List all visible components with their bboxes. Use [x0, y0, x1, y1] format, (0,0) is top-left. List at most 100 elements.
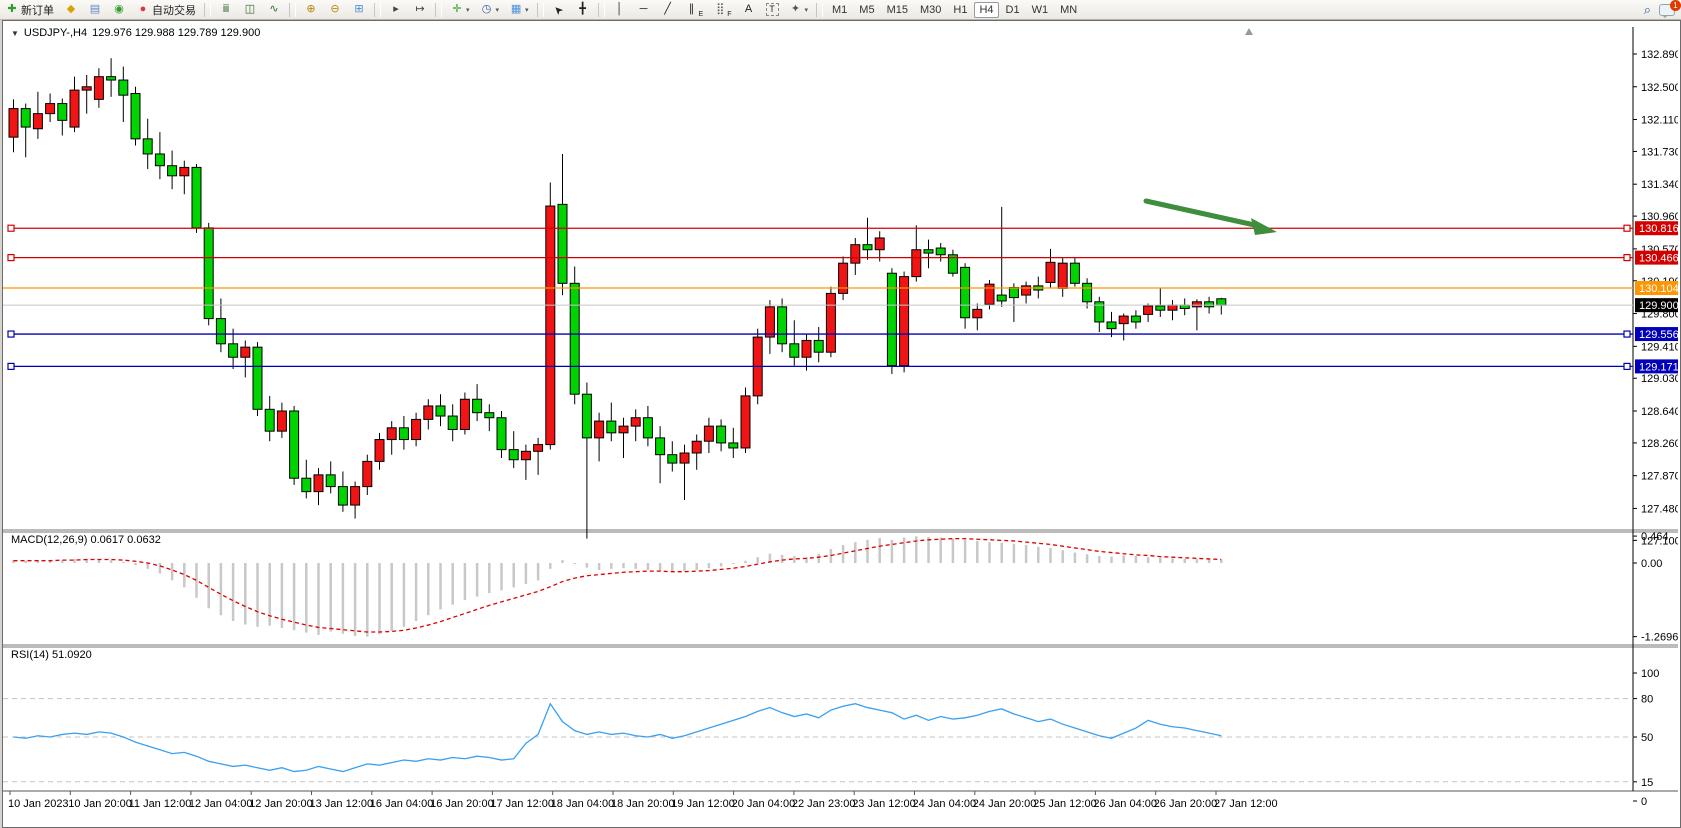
tf-m5[interactable]: M5 [859, 3, 875, 16]
zoom-out-button[interactable]: ⊖ [324, 0, 346, 19]
autotrading-icon: ● [139, 3, 147, 15]
trendline-icon: ╱ [664, 3, 671, 15]
svg-text:130.466: 130.466 [1639, 253, 1678, 265]
svg-text:16 Jan 20:00: 16 Jan 20:00 [430, 798, 494, 810]
svg-text:130.960: 130.960 [1641, 211, 1678, 223]
templates-button[interactable]: ▦ ▾ [505, 0, 533, 19]
chart-shift-button[interactable]: ↦ [409, 0, 431, 19]
crosshair-button[interactable]: ╋ [572, 0, 594, 19]
candlestick-chart-button[interactable]: ◫ [239, 0, 261, 19]
svg-text:-1.2696: -1.2696 [1641, 632, 1678, 644]
chevron-down-icon[interactable]: ▾ [495, 6, 500, 14]
new-order-button[interactable]: ✚ 新订单 [1, 0, 58, 19]
tile-windows-button[interactable]: ⊞ [348, 0, 370, 19]
svg-text:128.640: 128.640 [1641, 406, 1678, 418]
svg-text:20 Jan 04:00: 20 Jan 04:00 [732, 798, 796, 810]
svg-text:100: 100 [1641, 668, 1659, 680]
horizontal-line-button[interactable]: ─ [633, 0, 655, 19]
zoom-in-button[interactable]: ⊕ [300, 0, 322, 19]
auto-scroll-button[interactable]: ▸ [385, 0, 407, 19]
hline-129.556[interactable] [7, 330, 1633, 338]
indicators-icon: ✛ [452, 3, 462, 15]
cursor-button[interactable]: ➤ [548, 0, 570, 19]
hline-130.466[interactable] [7, 254, 1633, 262]
text-icon: A [744, 3, 753, 15]
text-label-button[interactable]: T [762, 0, 783, 19]
autotrading-button[interactable]: ● 自动交易 [132, 0, 200, 19]
chevron-down-icon[interactable]: ▾ [804, 6, 809, 14]
svg-text:128.260: 128.260 [1641, 438, 1678, 450]
hline-130.816[interactable] [7, 224, 1633, 232]
svg-text:16 Jan 04:00: 16 Jan 04:00 [370, 798, 434, 810]
notifications-icon-tail [1662, 14, 1668, 18]
metaeditor-button[interactable]: ◆ [60, 0, 82, 19]
strategy-tester-button[interactable]: ◉ [108, 0, 130, 19]
fibonacci-icon: ⣿ [716, 3, 725, 15]
vertical-line-button[interactable]: │ [609, 0, 631, 19]
trend-arrow-annotation[interactable] [1143, 198, 1277, 235]
trendline-button[interactable]: ╱ [657, 0, 679, 19]
chart-shift-marker[interactable] [1245, 28, 1253, 35]
toolbar-separator [536, 2, 544, 17]
line-chart-button[interactable]: ∿ [263, 0, 285, 19]
arrows-button[interactable]: ✦ ▾ [785, 0, 813, 19]
terminal-button[interactable]: ▤ [84, 0, 106, 19]
zoom-out-icon: ⊖ [330, 3, 340, 15]
toolbar-separator [374, 2, 381, 17]
symbol-collapse-icon[interactable]: ▼ [11, 28, 19, 38]
chevron-down-icon[interactable]: ▾ [525, 6, 529, 14]
tf-h1[interactable]: H1 [953, 3, 968, 16]
gold-bars-icon: ◆ [66, 3, 76, 15]
svg-text:129.030: 129.030 [1641, 373, 1678, 385]
svg-text:26 Jan 20:00: 26 Jan 20:00 [1154, 798, 1218, 810]
tf-mn[interactable]: MN [1060, 3, 1078, 16]
svg-text:0: 0 [1641, 796, 1647, 808]
notifications-badge: 1 [1670, 0, 1681, 11]
tf-w1[interactable]: W1 [1031, 3, 1049, 16]
channel-icon: ∥ [688, 3, 695, 15]
current-price-badge: 129.900 [1635, 298, 1678, 313]
tf-d1[interactable]: D1 [1005, 3, 1020, 16]
svg-text:23 Jan 12:00: 23 Jan 12:00 [852, 798, 916, 810]
tf-h4[interactable]: H4 [974, 1, 999, 18]
chevron-down-icon[interactable]: ▾ [466, 6, 470, 14]
periods-button[interactable]: ◷ ▾ [476, 0, 504, 19]
svg-text:11 Jan 12:00: 11 Jan 12:00 [129, 798, 192, 810]
rsi-line [13, 702, 1222, 773]
tf-m1[interactable]: M1 [832, 3, 848, 16]
chart-shift-icon: ↦ [415, 3, 425, 15]
svg-text:10 Jan 2023: 10 Jan 2023 [8, 798, 69, 810]
svg-text:12 Jan 20:00: 12 Jan 20:00 [249, 798, 313, 810]
text-button[interactable]: A [738, 0, 760, 19]
chart-canvas[interactable]: 132.890 132.500 132.110 131.730 131.340 130.9… [3, 21, 1678, 825]
notifications-icon[interactable]: 1 [1659, 0, 1681, 18]
svg-text:24 Jan 04:00: 24 Jan 04:00 [913, 798, 977, 810]
search-icon[interactable]: ⌕ [1643, 1, 1651, 17]
svg-text:130.816: 130.816 [1639, 223, 1678, 235]
crosshair-icon: ╋ [579, 3, 586, 15]
macd-indicator-label: MACD(12,26,9) 0.0617 0.0632 [11, 534, 161, 546]
terminal-window-icon: ▤ [89, 3, 101, 15]
svg-text:132.500: 132.500 [1641, 82, 1678, 94]
line-chart-icon: ∿ [269, 3, 279, 15]
shapes-icon: ✦ [790, 3, 801, 15]
templates-icon: ▦ [510, 3, 522, 15]
fibonacci-button[interactable]: ⣿ F [709, 0, 735, 19]
svg-text:129.410: 129.410 [1641, 341, 1678, 353]
bar-chart-button[interactable]: ⅲ [215, 0, 237, 19]
price-badge-130.816: 130.816 [1635, 221, 1678, 236]
rsi-panel: 100 80 50 15 0 [3, 668, 1659, 808]
tf-m15[interactable]: M15 [886, 3, 908, 16]
chart-window: ▼ USDJPY-,H4 129.976 129.988 129.789 129… [2, 20, 1681, 828]
candlestick-icon: ◫ [244, 3, 256, 15]
tf-m30[interactable]: M30 [919, 3, 942, 16]
svg-text:25 Jan 12:00: 25 Jan 12:00 [1033, 798, 1097, 810]
svg-text:27 Jan 12:00: 27 Jan 12:00 [1214, 798, 1278, 810]
fibonacci-icon-sub: F [727, 11, 732, 18]
equidistant-channel-button[interactable]: ∥ E [681, 0, 708, 19]
main-toolbar: ✚ 新订单 ◆ ▤ ◉ ● 自动交易 ⅲ ◫ ∿ ⊕ ⊖ ⊞ ▸ ↦ ✛ ▾ ◷ ▾ ▦ ▾ ➤ ╋ │ ─ ╱ ∥ E ⣿ F A T ✦ ▾ M… [0, 0, 1681, 20]
indicators-button[interactable]: ✛ ▾ [446, 0, 474, 19]
hline-129.171[interactable] [7, 362, 1633, 370]
